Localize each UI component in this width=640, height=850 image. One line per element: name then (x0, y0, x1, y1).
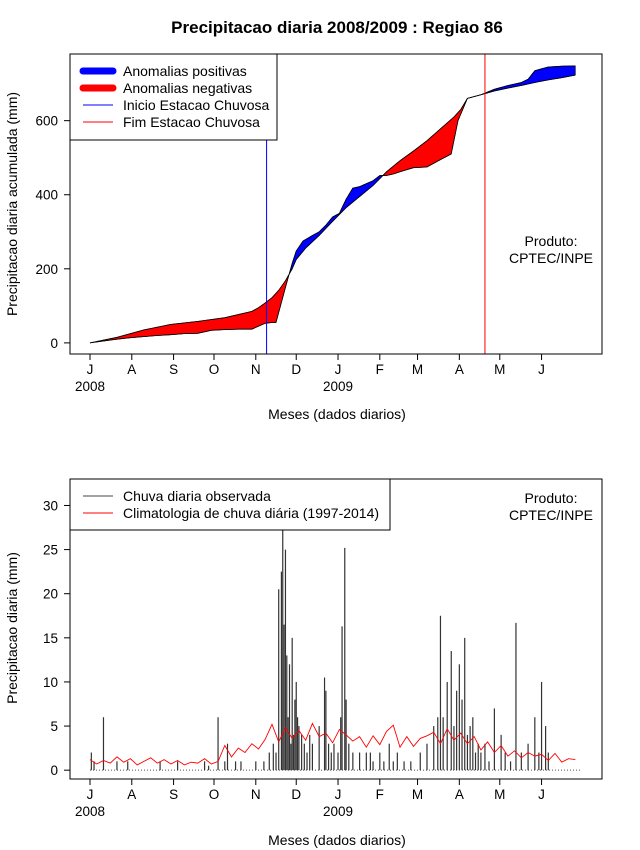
daily-plot-area (89, 523, 582, 771)
daily-y-axis: 0 5 10 15 20 25 30 (43, 498, 71, 778)
daily-x-tick-label: N (251, 787, 261, 802)
daily-x-tick-label: F (376, 787, 384, 802)
legend-label-positive: Anomalias positivas (123, 63, 247, 79)
daily-y-tick-label: 30 (43, 498, 58, 513)
observed-accumulated-line (89, 65, 576, 344)
positive-anomaly-area (289, 173, 385, 274)
daily-x-tick-label: M (494, 787, 505, 802)
daily-year-label: 2009 (323, 804, 353, 819)
chart-title: Precipitacao diaria 2008/2009 : Regiao 8… (171, 18, 503, 37)
accumulated-year-label: 2008 (75, 379, 105, 394)
daily-y-tick-label: 0 (50, 763, 58, 778)
daily-x-axis: J A S O N D J F M A M J 2008 2009 (75, 778, 545, 819)
accumulated-y-tick-label: 200 (35, 262, 58, 277)
accumulated-x-tick-label: A (127, 362, 136, 377)
accumulated-x-tick-label: A (455, 362, 464, 377)
daily-x-tick-label: O (209, 787, 220, 802)
daily-y-tick-label: 20 (43, 587, 58, 602)
accumulated-y-tick-label: 600 (35, 114, 58, 129)
daily-x-tick-label: J (538, 787, 545, 802)
legend-label-climatology: Climatologia de chuva diária (1997-2014) (123, 505, 379, 521)
daily-x-tick-label: M (412, 787, 423, 802)
accumulated-x-axis: J A S O N D J F M A M J 2008 2009 (75, 353, 545, 394)
climatology-accumulated-line (89, 74, 576, 344)
accumulated-y-tick-label: 400 (35, 188, 58, 203)
daily-legend-box (69, 478, 391, 531)
daily-x-tick-label: D (291, 787, 301, 802)
accumulated-x-tick-label: J (335, 362, 342, 377)
accumulated-y-axis-label: Precipitacao diaria acumulada (mm) (4, 92, 20, 316)
daily-y-axis-label: Precipitacao diaria (mm) (4, 552, 20, 704)
accumulated-x-tick-label: M (412, 362, 423, 377)
negative-anomaly-area (91, 272, 290, 344)
accumulated-product-label: Produto: (525, 233, 578, 249)
daily-chart: J A S O N D J F M A M J 2008 2009 0 5 10 15 20 25 30 Meses … (4, 478, 603, 848)
accumulated-legend: Anomalias positivas Anomalias negativas … (69, 53, 278, 141)
daily-y-tick-label: 15 (43, 631, 58, 646)
accumulated-x-axis-label: Meses (dados diarios) (268, 406, 406, 422)
daily-x-tick-label: A (455, 787, 464, 802)
accumulated-chart: Precipitacao diaria 2008/2009 : Regiao 8… (4, 18, 603, 422)
accumulated-x-tick-label: S (169, 362, 178, 377)
accumulated-x-tick-label: M (494, 362, 505, 377)
accumulated-product-source: CPTEC/INPE (509, 250, 593, 266)
daily-y-tick-label: 5 (50, 719, 58, 734)
accumulated-x-tick-label: J (87, 362, 94, 377)
daily-y-tick-label: 25 (43, 543, 58, 558)
accumulated-x-tick-label: F (376, 362, 384, 377)
daily-x-axis-label: Meses (dados diarios) (268, 832, 406, 848)
daily-x-tick-label: S (169, 787, 178, 802)
daily-x-tick-label: J (335, 787, 342, 802)
accumulated-year-label: 2009 (323, 379, 353, 394)
daily-legend: Chuva diaria observada Climatologia de c… (69, 478, 391, 531)
daily-x-tick-label: A (127, 787, 136, 802)
daily-product-source: CPTEC/INPE (509, 507, 593, 523)
legend-label-season-start: Inicio Estacao Chuvosa (123, 97, 270, 113)
accumulated-plot-area (89, 54, 576, 354)
accumulated-y-axis: 0 200 400 600 (35, 114, 71, 351)
legend-label-season-end: Fim Estacao Chuvosa (123, 114, 260, 130)
daily-y-tick-label: 10 (43, 675, 58, 690)
legend-label-observed: Chuva diaria observada (123, 488, 271, 504)
legend-label-negative: Anomalias negativas (123, 80, 252, 96)
accumulated-x-tick-label: D (291, 362, 301, 377)
accumulated-x-tick-label: O (209, 362, 220, 377)
accumulated-y-tick-label: 0 (50, 336, 58, 351)
daily-product-label: Produto: (525, 490, 578, 506)
daily-x-tick-label: J (87, 787, 94, 802)
daily-year-label: 2008 (75, 804, 105, 819)
accumulated-x-tick-label: N (251, 362, 261, 377)
accumulated-x-tick-label: J (538, 362, 545, 377)
climatology-daily-line (89, 722, 576, 766)
